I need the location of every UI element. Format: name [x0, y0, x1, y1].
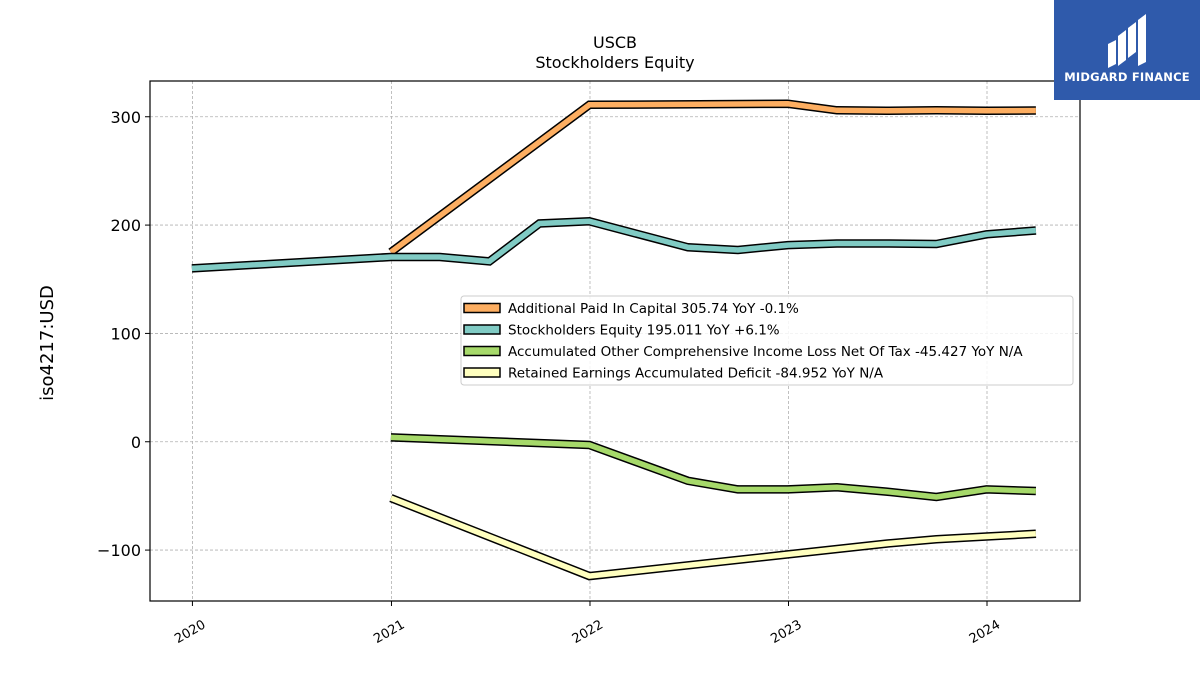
x-ticks: 2020 2021 2022 2023 2024	[172, 601, 1003, 647]
series-layer	[191, 99, 1037, 581]
legend-swatch	[463, 345, 501, 357]
legend-label: Stockholders Equity 195.011 YoY +6.1%	[508, 323, 780, 339]
series-line	[390, 434, 1036, 500]
x-tick-label: 2023	[768, 617, 804, 647]
series-line	[389, 495, 1037, 579]
plot-frame	[149, 80, 1081, 602]
x-tick-label: 2024	[967, 617, 1003, 647]
legend-label: Additional Paid In Capital 305.74 YoY -0…	[508, 301, 799, 317]
y-ticks: −100 0 100 200 300	[97, 108, 150, 560]
chart-subtitle: Stockholders Equity	[535, 53, 694, 72]
legend-swatch	[463, 324, 501, 335]
x-tick-label: 2022	[570, 617, 606, 647]
series-line-outline	[390, 433, 1037, 502]
x-tick-label: 2020	[172, 617, 208, 647]
y-tick-label: 100	[110, 324, 141, 343]
series-line	[191, 218, 1037, 272]
legend-box	[460, 295, 1074, 386]
legend-label: Accumulated Other Comprehensive Income L…	[508, 344, 1023, 360]
chart-title: USCB	[593, 33, 637, 52]
y-tick-label: 200	[110, 216, 141, 235]
y-tick-label: 300	[110, 108, 141, 127]
series-line	[389, 101, 1036, 255]
y-tick-label: −100	[97, 541, 141, 560]
brand-logo: MIDGARD FINANCE	[1054, 0, 1200, 100]
brand-logo-icon	[1108, 14, 1146, 68]
legend-swatch	[463, 302, 501, 314]
x-tick-label: 2021	[371, 617, 407, 647]
brand-name: MIDGARD FINANCE	[1064, 70, 1190, 84]
y-tick-label: 0	[131, 433, 141, 452]
legend: Additional Paid In Capital 305.74 YoY -0…	[460, 295, 1074, 386]
legend-swatch	[463, 367, 501, 378]
y-axis-label: iso4217:USD	[37, 285, 58, 401]
legend-label: Retained Earnings Accumulated Deficit -8…	[508, 366, 884, 382]
